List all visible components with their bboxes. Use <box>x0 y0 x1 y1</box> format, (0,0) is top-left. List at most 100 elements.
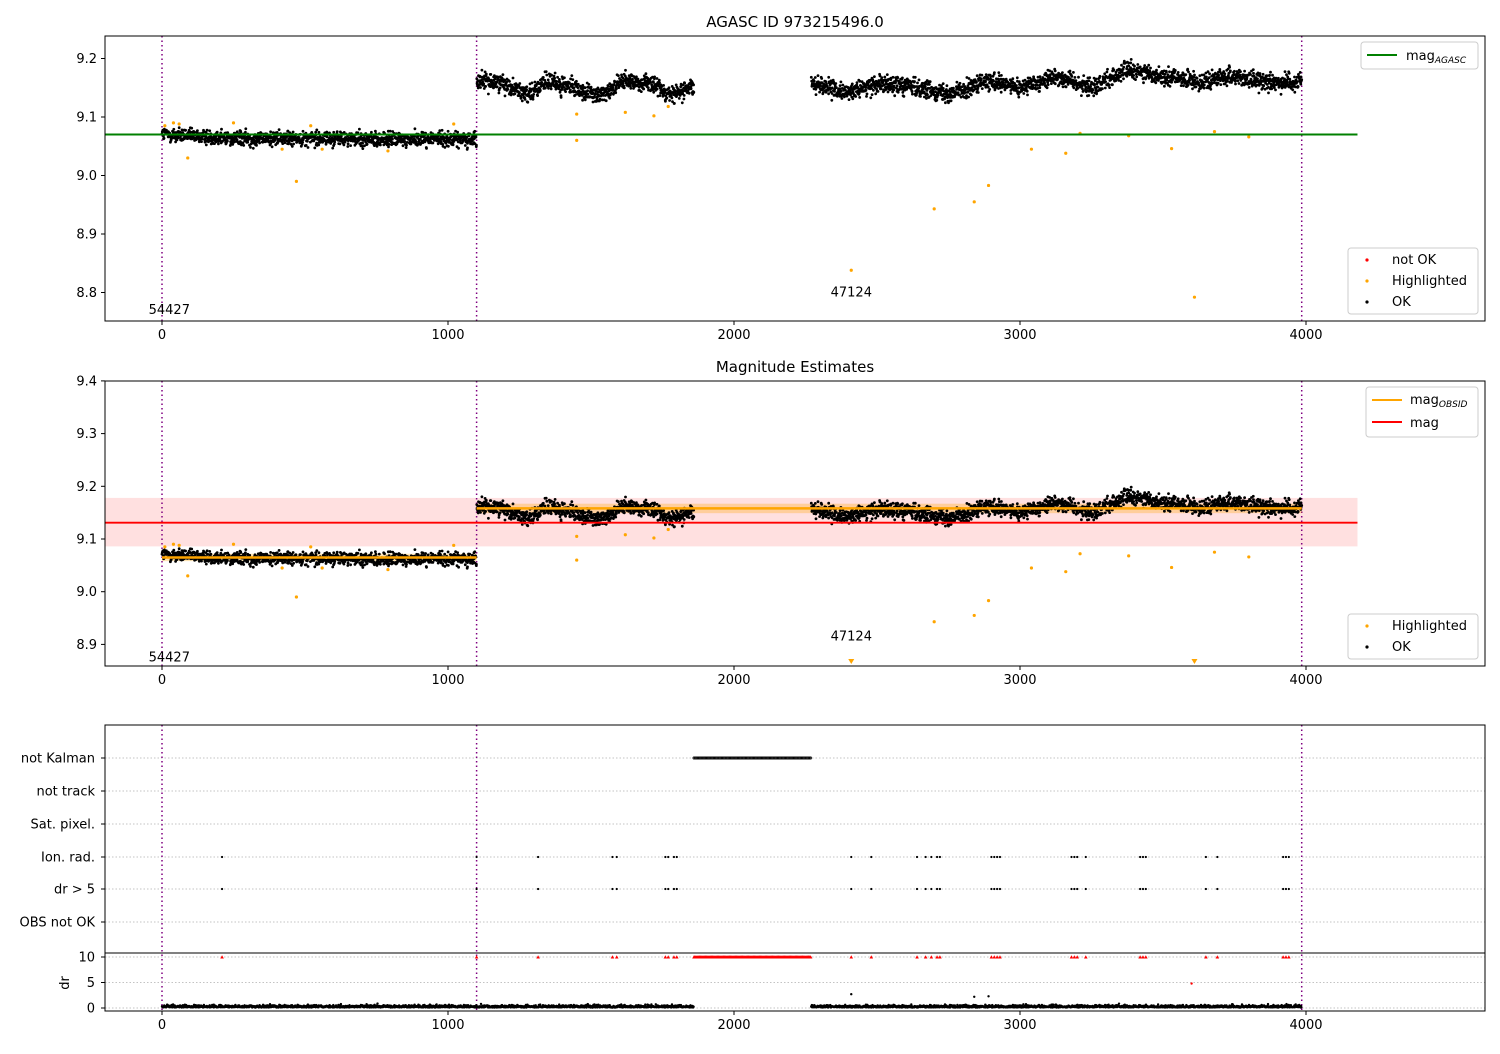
ok-point <box>959 82 962 85</box>
ok-point <box>217 143 220 146</box>
ok-point <box>692 84 695 87</box>
ok-point <box>865 86 868 89</box>
highlighted-point <box>1247 135 1250 138</box>
ok-point <box>883 76 886 79</box>
ok-point <box>205 144 208 147</box>
ok-point <box>896 76 899 79</box>
ok-point <box>814 88 817 91</box>
ok-point <box>163 137 166 140</box>
ok-point <box>220 128 223 131</box>
ok-point <box>405 146 408 149</box>
ok-point <box>364 552 367 555</box>
ok-point <box>258 142 261 145</box>
legend-mag-agasc-subscript: AGASC <box>1434 56 1467 66</box>
ok-point <box>1086 83 1089 86</box>
ok-point <box>1103 72 1106 75</box>
ok-point <box>387 146 390 149</box>
highlighted-point <box>1193 296 1196 299</box>
ok-point <box>1135 75 1138 78</box>
ok-point <box>640 90 643 93</box>
ok-point <box>1239 70 1242 73</box>
ok-point <box>658 81 661 84</box>
ok-point <box>1088 76 1091 79</box>
ok-point <box>244 131 247 134</box>
ok-point <box>349 563 352 566</box>
ok-point <box>1147 64 1150 67</box>
highlighted-point <box>172 121 175 124</box>
ok-point <box>856 81 859 84</box>
ok-point <box>607 85 610 88</box>
ok-point <box>1146 66 1149 69</box>
ok-point <box>981 74 984 77</box>
ok-point <box>911 90 914 93</box>
ok-point <box>475 144 478 147</box>
ok-point <box>987 86 990 89</box>
ok-point <box>944 101 947 104</box>
ok-point <box>872 89 875 92</box>
ok-point <box>980 77 983 80</box>
ok-point <box>1074 76 1077 79</box>
ok-point <box>276 131 279 134</box>
ok-point <box>981 87 984 90</box>
ok-point <box>456 131 459 134</box>
ok-point <box>1022 92 1025 95</box>
ok-point <box>201 138 204 141</box>
ok-point <box>339 562 342 565</box>
ok-point <box>914 76 917 79</box>
ok-point <box>896 84 899 87</box>
ok-point <box>571 78 574 81</box>
ok-point <box>1299 83 1302 86</box>
ok-point <box>217 562 220 565</box>
y-tick-label: 8.8 <box>76 286 97 301</box>
ok-point <box>560 96 563 99</box>
ok-point <box>255 144 258 147</box>
ok-point <box>196 550 199 553</box>
ok-point <box>391 138 394 141</box>
ok-point <box>239 551 242 554</box>
ok-point <box>317 144 320 147</box>
ok-point <box>447 130 450 133</box>
ok-point <box>1087 94 1090 97</box>
ok-point <box>574 94 577 97</box>
ok-point <box>531 82 534 85</box>
ok-point <box>464 144 467 147</box>
ok-point <box>1139 66 1142 69</box>
ok-point <box>1170 81 1173 84</box>
ok-point <box>1149 67 1152 70</box>
ok-point <box>586 89 589 92</box>
ok-point <box>570 74 573 77</box>
ok-point <box>1268 74 1271 77</box>
ok-point <box>550 74 553 77</box>
x-tick-label: 1000 <box>431 328 464 343</box>
ok-point <box>178 547 181 550</box>
x-tick-label: 0 <box>158 328 166 343</box>
ok-point <box>976 74 979 77</box>
ok-point <box>653 76 656 79</box>
ok-point <box>1134 78 1137 81</box>
highlighted-point <box>452 122 455 125</box>
ok-point <box>1229 70 1232 73</box>
ok-point <box>313 565 316 568</box>
ok-point <box>271 145 274 148</box>
ok-point <box>178 126 181 129</box>
ok-point <box>892 89 895 92</box>
ok-point <box>1246 76 1249 79</box>
ok-point <box>1069 70 1072 73</box>
ok-point <box>366 562 369 565</box>
ok-point <box>1032 84 1035 87</box>
ok-point <box>1177 71 1180 74</box>
ok-point <box>1050 82 1053 85</box>
ok-point <box>937 94 940 97</box>
ok-point <box>827 92 830 95</box>
panel2-title: Magnitude Estimates <box>716 358 874 376</box>
ok-point <box>554 72 557 75</box>
ok-point <box>292 143 295 146</box>
ok-point <box>378 553 381 556</box>
ok-point <box>841 97 844 100</box>
ok-point <box>374 130 377 133</box>
ok-point <box>190 127 193 130</box>
panel1-legend-lines: magAGASC <box>1361 42 1478 69</box>
ok-point <box>851 83 854 86</box>
ok-point <box>184 129 187 132</box>
ok-point <box>1300 76 1303 79</box>
